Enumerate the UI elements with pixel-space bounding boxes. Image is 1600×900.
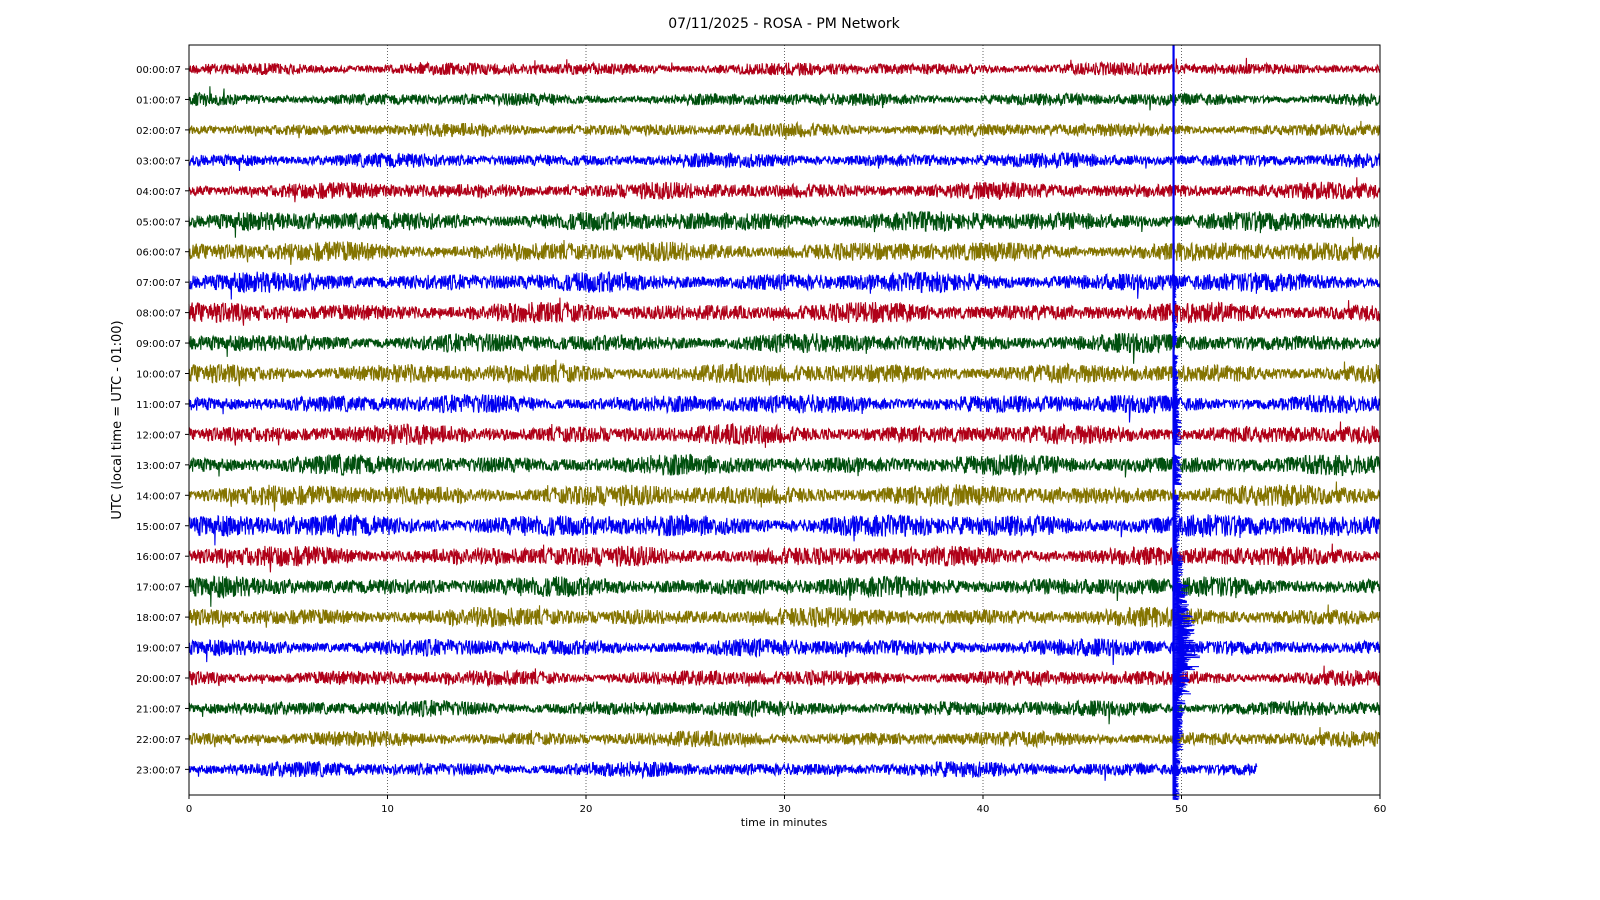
y-tick-label: 19:00:07 (136, 644, 181, 655)
y-tick-label: 03:00:07 (136, 156, 181, 167)
x-tick-label: 60 (1374, 804, 1387, 815)
x-tick-label: 50 (1175, 804, 1188, 815)
trace-line (188, 236, 1381, 265)
y-tick-label: 07:00:07 (136, 278, 181, 289)
trace-line (188, 86, 1381, 111)
y-tick-label: 14:00:07 (136, 491, 181, 502)
x-axis-ticks: 0 10 20 30 40 50 60 (186, 795, 1387, 815)
trace-line (188, 394, 1381, 423)
y-tick-label: 12:00:07 (136, 430, 181, 441)
x-tick-label: 10 (381, 804, 394, 815)
y-tick-label: 22:00:07 (136, 735, 181, 746)
y-tick-label: 17:00:07 (136, 583, 181, 594)
trace-line (188, 270, 1381, 300)
y-tick-label: 04:00:07 (136, 187, 181, 198)
trace-line (188, 177, 1381, 203)
x-tick-label: 20 (580, 804, 593, 815)
trace-line (188, 297, 1381, 326)
trace-line (188, 699, 1381, 725)
trace-group (188, 57, 1381, 781)
trace-line (188, 665, 1381, 688)
y-tick-label: 11:00:07 (136, 400, 181, 411)
y-axis-ticks: 00:00:07 01:00:07 02:00:07 03:00:07 04:00:07… (136, 65, 189, 776)
trace-line (188, 575, 1381, 607)
trace-line (188, 359, 1381, 387)
y-tick-label: 01:00:07 (136, 95, 181, 106)
y-tick-label: 06:00:07 (136, 248, 181, 259)
trace-line (188, 543, 1381, 573)
trace-line (188, 481, 1381, 512)
chart-title: 07/11/2025 - ROSA - PM Network (668, 16, 900, 32)
trace-line (188, 150, 1381, 171)
y-tick-label: 23:00:07 (136, 765, 181, 776)
y-tick-label: 02:00:07 (136, 126, 181, 137)
y-tick-label: 08:00:07 (136, 309, 181, 320)
trace-line (188, 57, 1381, 77)
x-tick-label: 40 (977, 804, 990, 815)
trace-line (188, 332, 1381, 364)
trace-line (188, 210, 1381, 238)
trace-line (188, 421, 1381, 448)
trace-line (188, 760, 1258, 781)
y-tick-label: 00:00:07 (136, 65, 181, 76)
x-tick-label: 30 (778, 804, 791, 815)
y-tick-label: 16:00:07 (136, 552, 181, 563)
y-tick-label: 18:00:07 (136, 613, 181, 624)
y-tick-label: 05:00:07 (136, 217, 181, 228)
trace-line (188, 638, 1381, 666)
event-trace (1172, 45, 1201, 801)
y-tick-label: 09:00:07 (136, 339, 181, 350)
y-tick-label: 20:00:07 (136, 674, 181, 685)
y-tick-label: 21:00:07 (136, 704, 181, 715)
event-waveform (1172, 274, 1201, 801)
y-tick-label: 10:00:07 (136, 370, 181, 381)
x-tick-label: 0 (186, 804, 192, 815)
x-axis-label: time in minutes (741, 816, 828, 829)
trace-line (188, 453, 1381, 478)
y-tick-label: 15:00:07 (136, 522, 181, 533)
y-tick-label: 13:00:07 (136, 461, 181, 472)
trace-line (188, 120, 1381, 140)
y-axis-label: UTC (local time = UTC - 01:00) (110, 320, 125, 519)
trace-line (188, 727, 1381, 749)
trace-line (188, 513, 1381, 546)
